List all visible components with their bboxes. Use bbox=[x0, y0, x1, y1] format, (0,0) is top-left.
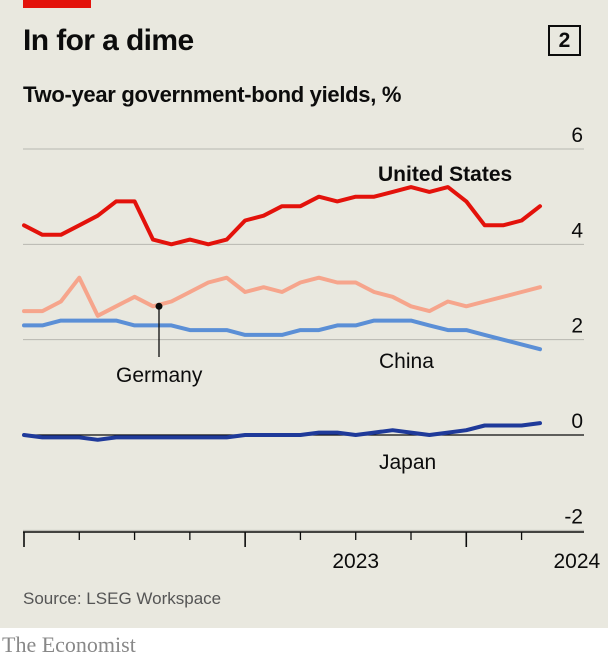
series-label-japan: Japan bbox=[379, 451, 436, 474]
series-labels: United States China Japan Germany bbox=[116, 163, 512, 474]
series-line-us bbox=[22, 185, 542, 247]
line-chart: 6 4 2 0 -2 United States China Japan Germany 20… bbox=[22, 124, 601, 573]
series-label-us: United States bbox=[378, 163, 512, 186]
y-tick-label: 2 bbox=[571, 315, 583, 338]
series-label-china: China bbox=[379, 350, 434, 373]
source-note: Source: LSEG Workspace bbox=[23, 589, 222, 608]
footer: The Economist bbox=[0, 628, 608, 662]
chart-title: In for a dime bbox=[23, 24, 194, 57]
y-tick-label: 4 bbox=[571, 219, 583, 242]
chart-subtitle: Two-year government-bond yields, % bbox=[23, 82, 402, 107]
chart-panel: In for a dime 2 Two-year government-bond… bbox=[22, 0, 601, 608]
y-tick-label: 0 bbox=[571, 410, 583, 433]
series-line-japan bbox=[22, 421, 542, 442]
y-tick-labels: 6 4 2 0 -2 bbox=[564, 124, 583, 528]
publisher-logo: The Economist bbox=[2, 632, 136, 657]
series-lines bbox=[22, 185, 542, 442]
x-tick-label: 2023 bbox=[332, 550, 379, 573]
x-tick-label: 2024 bbox=[553, 550, 600, 573]
y-tick-label: 6 bbox=[571, 124, 583, 147]
series-line-germany bbox=[22, 275, 542, 318]
chart-number-badge: 2 bbox=[548, 25, 581, 56]
y-tick-label: -2 bbox=[564, 505, 583, 528]
series-label-germany: Germany bbox=[116, 364, 203, 387]
series-line-china bbox=[22, 318, 542, 352]
brand-red-bar bbox=[23, 0, 91, 8]
x-axis: 2023 2024 bbox=[23, 531, 601, 573]
